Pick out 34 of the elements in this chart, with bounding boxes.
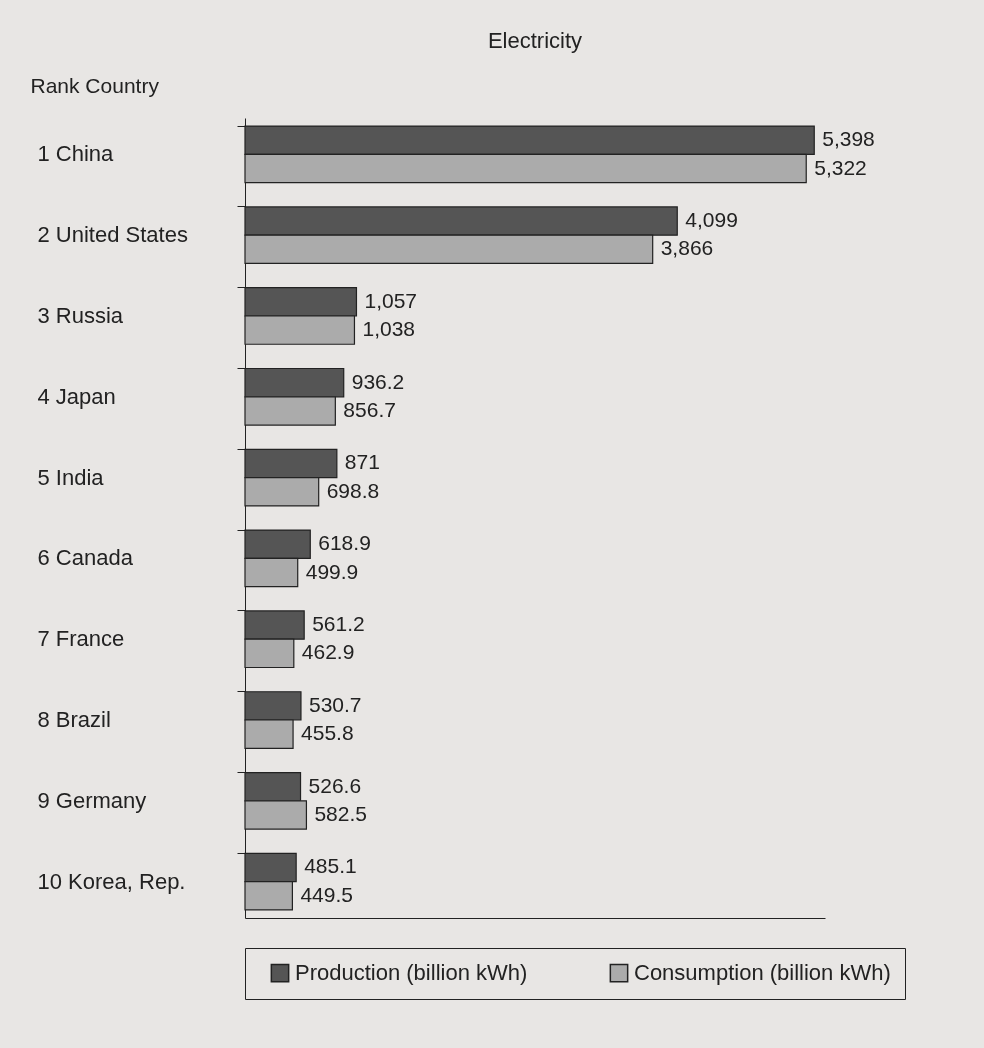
y-axis-title: Rank Country <box>30 73 160 97</box>
chart-title: Electricity <box>487 28 583 53</box>
legend-label: Production (billion kWh) <box>295 960 528 986</box>
y-tick-label: 6 Canada <box>37 545 134 571</box>
data-label: 5,398 <box>822 127 875 151</box>
data-label: 449.5 <box>300 882 353 906</box>
data-label: 1,038 <box>362 317 416 341</box>
data-label: 455.8 <box>301 721 354 745</box>
y-tick-label: 9 Germany <box>37 787 147 813</box>
data-label: 499.9 <box>305 559 359 583</box>
data-label: 526.6 <box>308 773 362 797</box>
data-label: 485.1 <box>304 854 357 878</box>
y-tick-label: 5 India <box>37 464 105 490</box>
y-tick-label: 8 Brazil <box>37 707 111 733</box>
y-tick-label: 2 United States <box>37 222 188 248</box>
y-tick-label: 4 Japan <box>37 383 116 409</box>
data-label: 618.9 <box>318 531 371 555</box>
data-label: 698.8 <box>326 478 380 502</box>
y-tick-label: 10 Korea, Rep. <box>37 868 186 894</box>
data-label: 936.2 <box>351 369 405 393</box>
y-tick-label: 1 China <box>37 141 115 167</box>
data-label: 1,057 <box>364 288 418 312</box>
data-label: 3,866 <box>660 236 714 260</box>
legend-label: Consumption (billion kWh) <box>634 960 891 986</box>
y-tick-label: 7 France <box>37 626 125 652</box>
data-label: 4,099 <box>685 208 738 232</box>
data-label: 5,322 <box>814 155 867 179</box>
data-label: 462.9 <box>301 640 355 664</box>
data-label: 871 <box>344 450 380 474</box>
data-label: 856.7 <box>343 397 396 421</box>
data-label: 561.2 <box>312 612 365 636</box>
y-tick-label: 3 Russia <box>37 302 124 328</box>
data-label: 530.7 <box>308 692 362 716</box>
data-label: 582.5 <box>314 801 367 825</box>
